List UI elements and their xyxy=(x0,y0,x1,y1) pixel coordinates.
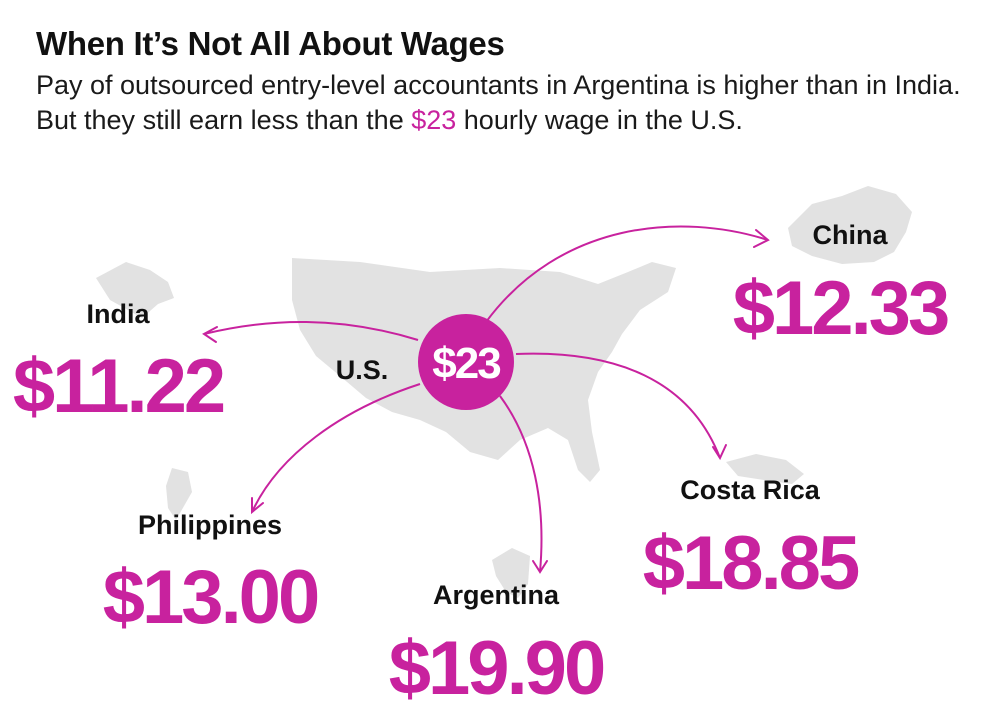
arc-to-costa-rica xyxy=(515,352,721,459)
china-country-label: China xyxy=(812,220,888,250)
destination-costa-rica: Costa Rica $18.85 xyxy=(643,475,862,606)
destination-philippines: Philippines $13.00 xyxy=(103,510,321,640)
subtitle-text-end: hourly wage in the U.S. xyxy=(456,105,743,135)
arrow-to-argentina xyxy=(532,560,548,574)
china-land-shape xyxy=(788,186,912,264)
us-wage-label: $23 xyxy=(432,339,500,388)
philippines-land-shape xyxy=(166,468,192,520)
destination-china: China $12.33 xyxy=(733,220,951,351)
argentina-wage-label: $19.90 xyxy=(389,626,604,711)
philippines-country-label: Philippines xyxy=(138,510,282,540)
india-land-shape xyxy=(96,262,174,318)
destination-argentina: Argentina $19.90 xyxy=(389,580,607,711)
destination-india: India $11.22 xyxy=(13,299,227,429)
costa-rica-country-label: Costa Rica xyxy=(680,475,821,505)
costa-rica-land-shape xyxy=(726,454,804,484)
argentina-land-shape xyxy=(492,548,530,598)
chart-subtitle: Pay of outsourced entry-level accountant… xyxy=(36,68,976,138)
arrow-to-philippines xyxy=(251,497,264,515)
costa-rica-wage-label: $18.85 xyxy=(643,521,859,606)
subtitle-highlight-wage: $23 xyxy=(411,105,457,135)
india-country-label: India xyxy=(86,299,150,329)
philippines-wage-label: $13.00 xyxy=(103,555,318,640)
us-country-label: U.S. xyxy=(336,355,389,385)
arc-to-china xyxy=(485,225,769,323)
arc-to-india xyxy=(203,320,419,341)
us-hub: $23 U.S. xyxy=(336,314,514,410)
header: When It’s Not All About Wages Pay of out… xyxy=(36,24,976,138)
arc-to-argentina xyxy=(499,395,543,573)
flow-arcs xyxy=(202,225,770,574)
subtitle-text-start: Pay of outsourced entry-level accountant… xyxy=(36,70,961,135)
arrow-to-india xyxy=(202,326,218,343)
chart-title: When It’s Not All About Wages xyxy=(36,25,505,62)
arc-to-philippines xyxy=(251,383,421,513)
us-hub-circle xyxy=(418,314,514,410)
arrow-to-costa-rica xyxy=(712,444,727,461)
argentina-country-label: Argentina xyxy=(433,580,560,610)
india-wage-label: $11.22 xyxy=(13,344,224,429)
china-wage-label: $12.33 xyxy=(733,266,948,351)
arrow-to-china xyxy=(753,229,770,248)
